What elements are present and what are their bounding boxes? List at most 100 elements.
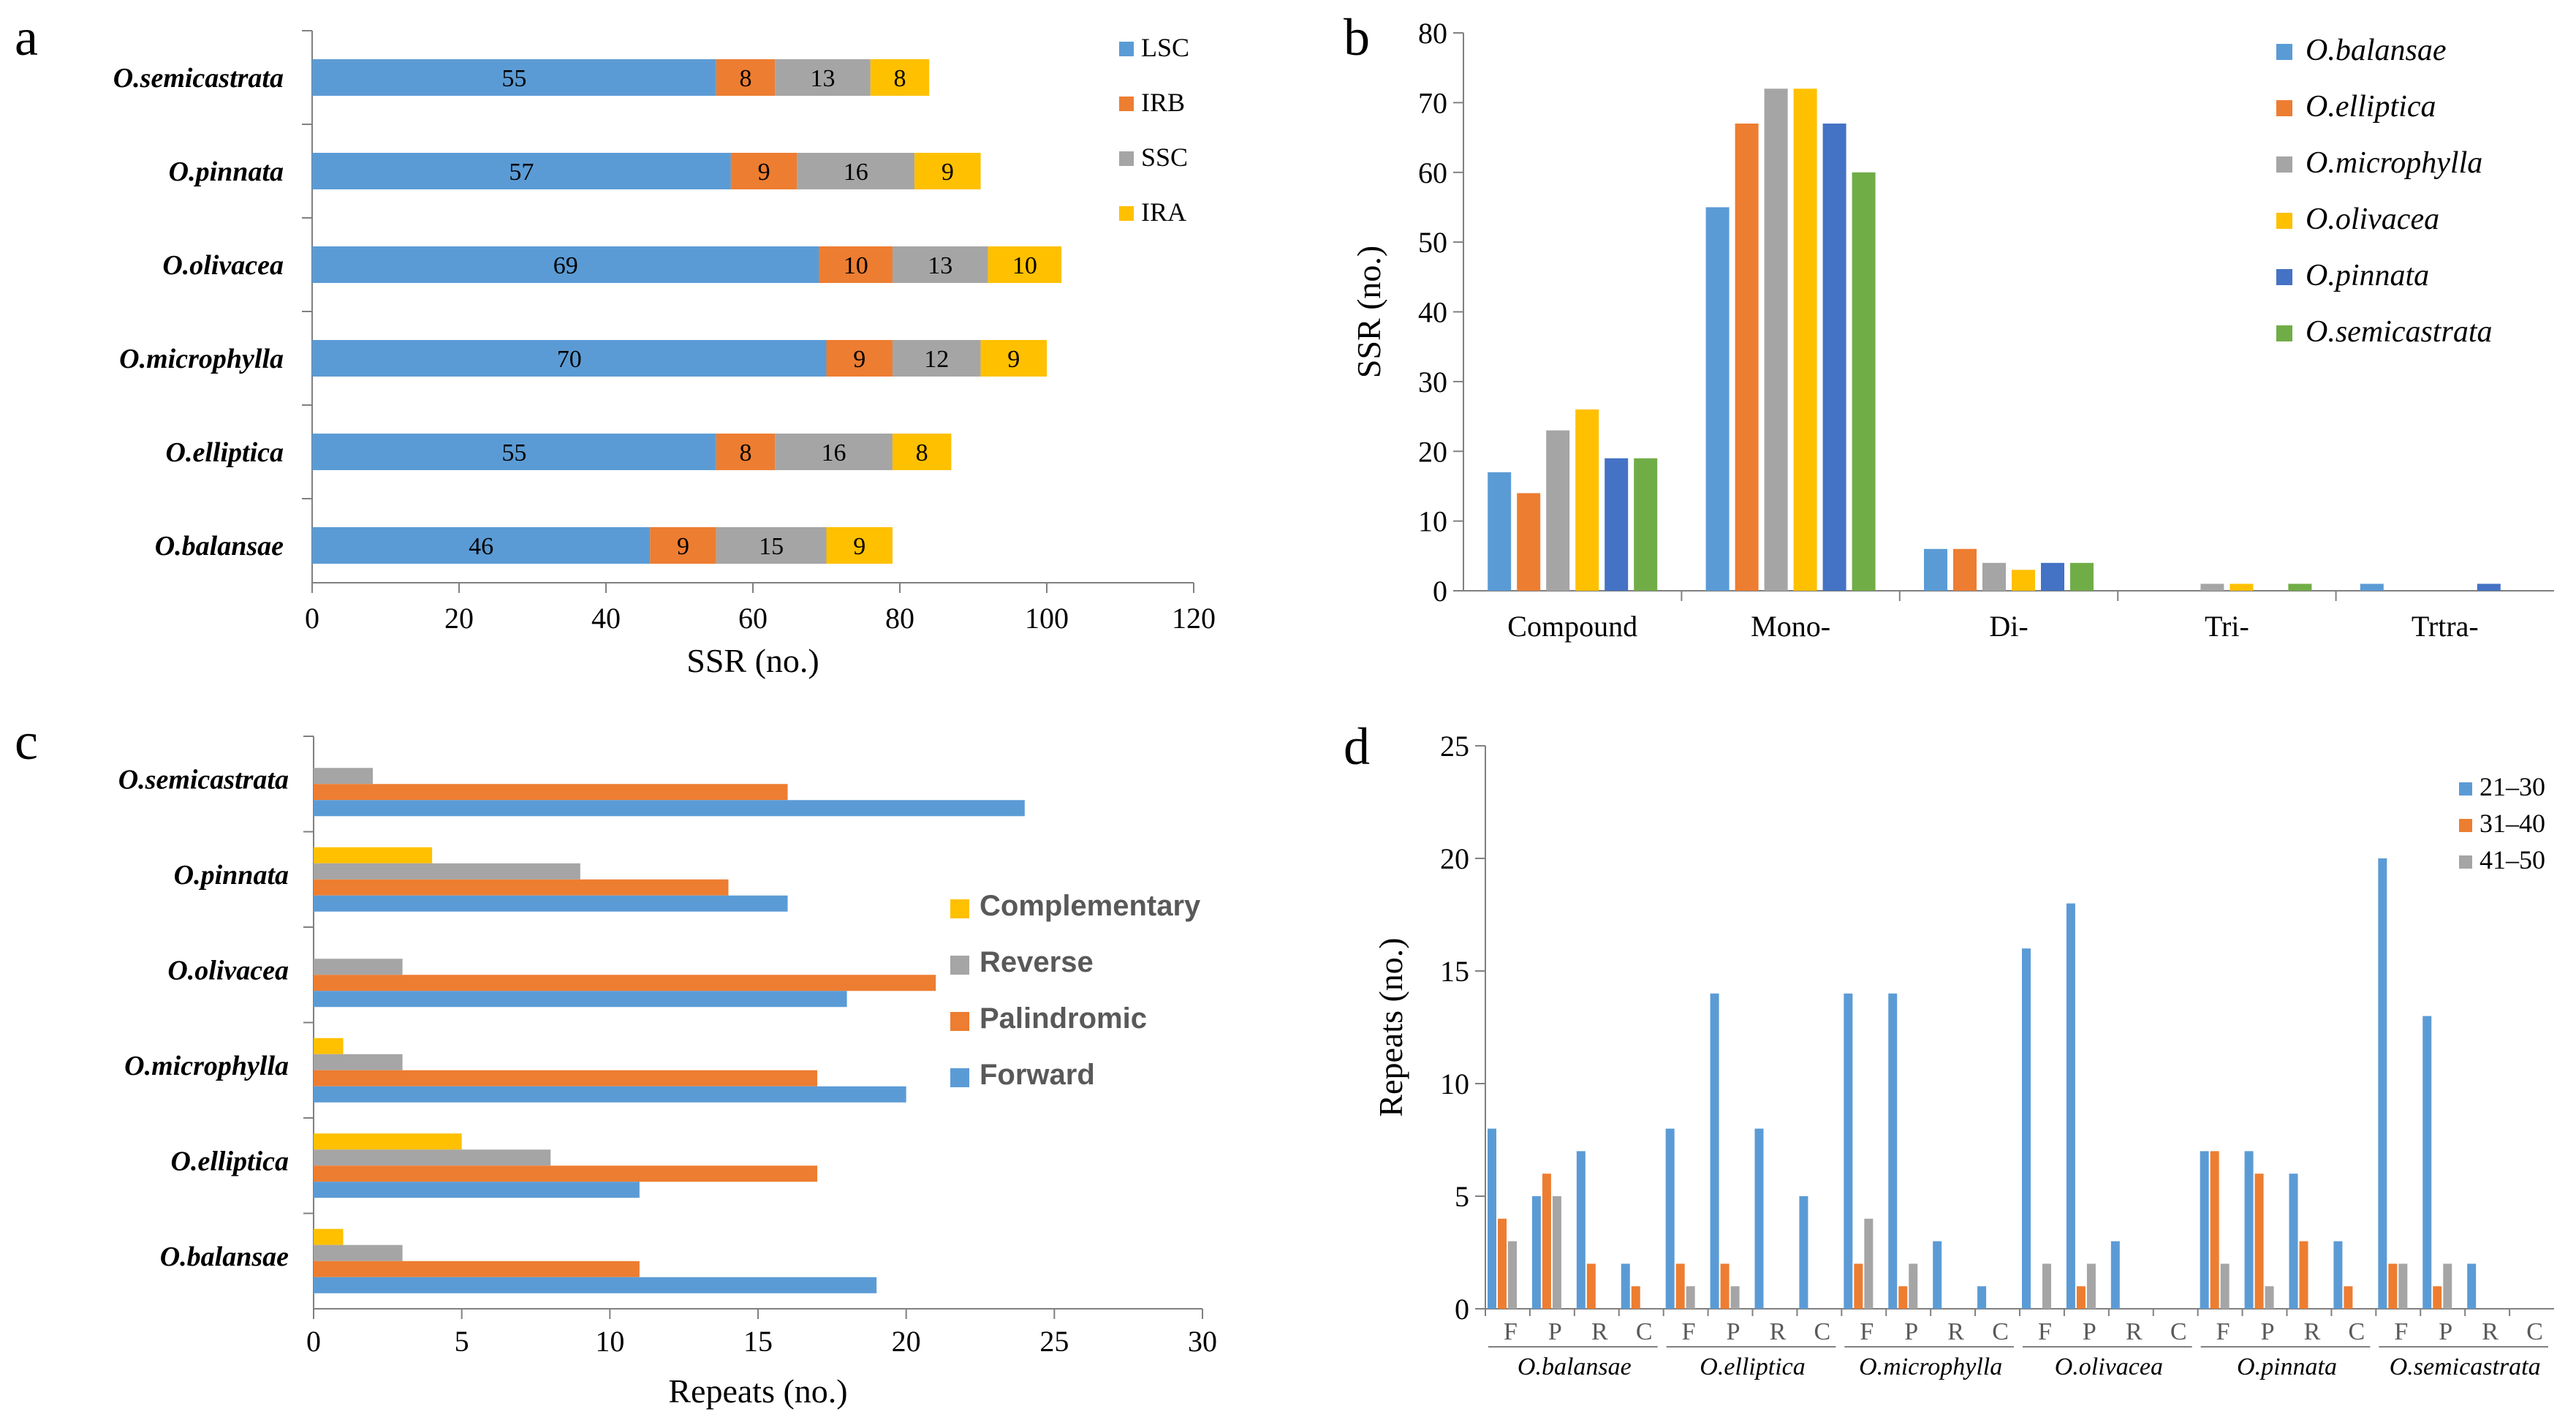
d-subcategory-label: R — [2126, 1318, 2143, 1345]
panel-letter-c: c — [15, 712, 38, 771]
a-category-label-o-elliptica: O.elliptica — [166, 437, 284, 468]
b-category-label-compound: Compound — [1507, 610, 1637, 643]
a-legend-swatch-ssc — [1119, 151, 1134, 166]
d-legend-label-21-30: 21–30 — [2480, 772, 2545, 801]
b-bar-o-balansae-trtra — [2360, 583, 2384, 591]
c-category-label-o-olivacea: O.olivacea — [167, 955, 289, 986]
b-bar-o-balansae-mono — [1705, 207, 1730, 591]
a-data-label: 8 — [739, 439, 751, 466]
b-y-tick-label: 20 — [1418, 435, 1447, 468]
c-legend-label-palindromic: Palindromic — [980, 1002, 1147, 1035]
a-category-label-o-microphylla: O.microphylla — [119, 344, 284, 374]
a-bar-irb-o-microphylla — [826, 340, 893, 377]
b-legend-label-o-semicastrata: O.semicastrata — [2306, 315, 2493, 349]
c-category-label-o-pinnata: O.pinnata — [174, 860, 289, 891]
a-bar-ssc-o-balansae — [716, 527, 827, 564]
c-legend-label-forward: Forward — [980, 1059, 1095, 1091]
d-group-label-o-microphylla: O.microphylla — [1859, 1353, 2002, 1380]
b-legend-swatch-o-microphylla — [2276, 156, 2292, 173]
d-subcategory-label: R — [1591, 1318, 1608, 1345]
d-bar-41-50-o-semicastrata-p — [2443, 1263, 2452, 1309]
c-bar-palindromic-o-elliptica — [314, 1165, 818, 1182]
d-bar-41-50-o-microphylla-f — [1864, 1218, 1874, 1309]
d-bar-21-30-o-semicastrata-r — [2467, 1263, 2477, 1309]
d-group-label-o-olivacea: O.olivacea — [2055, 1353, 2163, 1380]
d-bar-21-30-o-semicastrata-p — [2422, 1016, 2432, 1309]
b-bar-o-elliptica-compound — [1517, 493, 1541, 591]
c-x-tick-label: 5 — [455, 1325, 469, 1358]
a-data-label: 46 — [469, 533, 493, 560]
d-bar-21-30-o-semicastrata-f — [2378, 858, 2387, 1309]
d-bar-21-30-o-elliptica-p — [1710, 993, 1719, 1309]
d-bar-21-30-o-microphylla-c — [1977, 1286, 1987, 1309]
b-y-tick-label: 50 — [1418, 226, 1447, 259]
d-y-tick-label: 10 — [1440, 1068, 1469, 1100]
c-legend-label-reverse: Reverse — [980, 946, 1094, 978]
a-category-label-o-semicastrata: O.semicastrata — [113, 63, 284, 94]
d-bar-31-40-o-semicastrata-f — [2388, 1263, 2398, 1309]
a-x-tick-label: 100 — [1025, 602, 1069, 635]
d-bar-31-40-o-pinnata-c — [2344, 1286, 2353, 1309]
a-data-label: 16 — [822, 439, 846, 466]
a-category-label-o-balansae: O.balansae — [155, 531, 284, 562]
d-group-label-o-pinnata: O.pinnata — [2237, 1353, 2337, 1380]
a-x-tick-label: 60 — [738, 602, 768, 635]
a-bar-ira-o-microphylla — [980, 340, 1047, 377]
a-bar-ira-o-pinnata — [914, 153, 981, 189]
c-category-label-o-microphylla: O.microphylla — [124, 1051, 289, 1081]
b-bar-o-microphylla-di — [1982, 562, 2006, 591]
d-subcategory-label: R — [2482, 1318, 2499, 1345]
d-subcategory-label: F — [1860, 1318, 1874, 1345]
d-subcategory-label: P — [1727, 1318, 1740, 1345]
a-data-label: 9 — [758, 159, 770, 186]
c-x-tick-label: 30 — [1188, 1325, 1217, 1358]
c-bar-reverse-o-elliptica — [314, 1149, 551, 1166]
c-bar-reverse-o-pinnata — [314, 863, 580, 880]
d-bar-21-30-o-balansae-c — [1621, 1263, 1630, 1309]
b-bar-o-balansae-di — [1924, 548, 1947, 591]
d-legend-swatch-31-40 — [2459, 819, 2472, 832]
c-category-label-o-balansae: O.balansae — [160, 1242, 289, 1272]
d-subcategory-label: C — [1814, 1318, 1831, 1345]
d-y-tick-label: 25 — [1440, 730, 1469, 763]
d-bar-21-30-o-microphylla-p — [1888, 993, 1898, 1309]
a-data-label: 15 — [759, 533, 784, 560]
a-bar-ira-o-olivacea — [988, 246, 1062, 283]
d-bar-21-30-o-elliptica-f — [1665, 1128, 1675, 1309]
b-y-axis-title: SSR (no.) — [1350, 246, 1387, 378]
panel-letter-d: d — [1344, 717, 1370, 776]
b-bar-o-pinnata-di — [2041, 562, 2064, 591]
c-bar-forward-o-olivacea — [314, 991, 847, 1008]
d-subcategory-label: P — [1548, 1318, 1562, 1345]
a-data-label: 13 — [810, 65, 835, 92]
d-legend-label-31-40: 31–40 — [2480, 809, 2545, 838]
d-bar-21-30-o-olivacea-p — [2066, 903, 2075, 1309]
a-bar-lsc-o-olivacea — [312, 246, 819, 283]
d-subcategory-label: R — [1770, 1318, 1787, 1345]
b-bar-o-olivacea-tri — [2230, 583, 2254, 591]
c-bar-complementary-o-pinnata — [314, 847, 433, 864]
a-bar-lsc-o-microphylla — [312, 340, 827, 377]
a-bar-irb-o-pinnata — [730, 153, 798, 189]
b-y-tick-label: 10 — [1418, 505, 1447, 538]
a-data-label: 55 — [501, 439, 526, 466]
c-bar-palindromic-o-semicastrata — [314, 784, 788, 801]
a-bar-ira-o-semicastrata — [870, 59, 930, 96]
a-x-tick-label: 0 — [305, 602, 319, 635]
a-legend-label-lsc: LSC — [1141, 33, 1189, 62]
d-bar-31-40-o-balansae-c — [1631, 1286, 1640, 1309]
a-legend-swatch-lsc — [1119, 42, 1134, 56]
d-subcategory-label: C — [1992, 1318, 2009, 1345]
b-y-tick-label: 60 — [1418, 156, 1447, 189]
a-bar-lsc-o-pinnata — [312, 153, 731, 189]
c-category-label-o-semicastrata: O.semicastrata — [118, 764, 289, 795]
a-category-label-o-pinnata: O.pinnata — [169, 156, 284, 187]
d-bar-21-30-o-balansae-f — [1488, 1128, 1496, 1309]
d-bar-41-50-o-elliptica-f — [1686, 1286, 1695, 1309]
d-legend-label-41-50: 41–50 — [2480, 845, 2545, 874]
a-bar-ssc-o-elliptica — [775, 434, 893, 470]
d-subcategory-label: F — [1504, 1318, 1518, 1345]
c-x-tick-label: 15 — [743, 1325, 773, 1358]
b-legend-label-o-microphylla: O.microphylla — [2306, 146, 2482, 180]
